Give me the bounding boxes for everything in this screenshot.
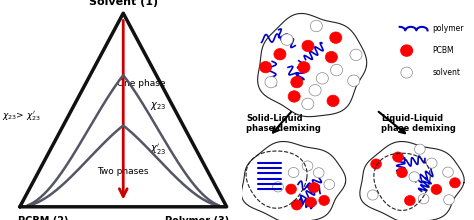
Circle shape [274, 48, 286, 60]
Circle shape [371, 159, 382, 169]
Text: $\chi_{23}$: $\chi_{23}$ [150, 100, 166, 112]
Circle shape [306, 197, 316, 207]
Circle shape [309, 84, 321, 96]
Circle shape [324, 179, 335, 189]
Circle shape [319, 195, 329, 205]
Circle shape [401, 67, 412, 78]
Circle shape [298, 62, 310, 73]
Circle shape [404, 196, 415, 206]
Circle shape [302, 40, 314, 52]
Circle shape [288, 167, 299, 178]
Circle shape [397, 167, 407, 178]
Circle shape [273, 182, 283, 192]
Circle shape [281, 34, 293, 45]
Circle shape [260, 61, 272, 73]
Circle shape [302, 98, 314, 110]
Circle shape [347, 75, 360, 86]
Text: polymer: polymer [432, 24, 464, 33]
Circle shape [392, 152, 403, 162]
Circle shape [418, 194, 429, 204]
Text: solvent: solvent [432, 68, 460, 77]
Text: $\chi_{23}$> $\chi^{\prime}_{23}$: $\chi_{23}$> $\chi^{\prime}_{23}$ [2, 110, 41, 123]
Circle shape [330, 32, 342, 43]
Circle shape [444, 195, 454, 205]
Circle shape [325, 51, 337, 63]
Circle shape [414, 144, 425, 154]
Circle shape [367, 190, 378, 200]
Circle shape [327, 95, 339, 106]
Text: PCBM (2): PCBM (2) [18, 216, 68, 220]
Text: Polymer (3): Polymer (3) [164, 216, 229, 220]
Text: Liquid-Liquid
phase demixing: Liquid-Liquid phase demixing [381, 114, 456, 133]
Circle shape [443, 167, 453, 177]
Text: Solvent (1): Solvent (1) [89, 0, 158, 7]
Circle shape [450, 178, 460, 188]
Circle shape [401, 45, 412, 56]
Circle shape [265, 76, 277, 88]
Circle shape [409, 172, 419, 182]
Circle shape [330, 64, 343, 76]
Circle shape [350, 49, 362, 61]
Circle shape [316, 73, 328, 84]
Text: Solid-Liquid
phase demixing: Solid-Liquid phase demixing [246, 114, 321, 133]
Text: $\chi^{\prime}_{23}$: $\chi^{\prime}_{23}$ [150, 142, 166, 157]
Circle shape [427, 158, 437, 168]
Circle shape [288, 91, 300, 102]
Circle shape [292, 200, 302, 210]
Circle shape [313, 168, 324, 178]
Circle shape [291, 76, 303, 88]
Circle shape [309, 183, 319, 193]
Text: One phase: One phase [117, 79, 165, 88]
Circle shape [431, 184, 442, 194]
Text: Two phases: Two phases [98, 167, 149, 176]
Circle shape [310, 20, 322, 32]
Circle shape [302, 161, 313, 171]
Text: PCBM: PCBM [432, 46, 454, 55]
Circle shape [286, 184, 296, 194]
